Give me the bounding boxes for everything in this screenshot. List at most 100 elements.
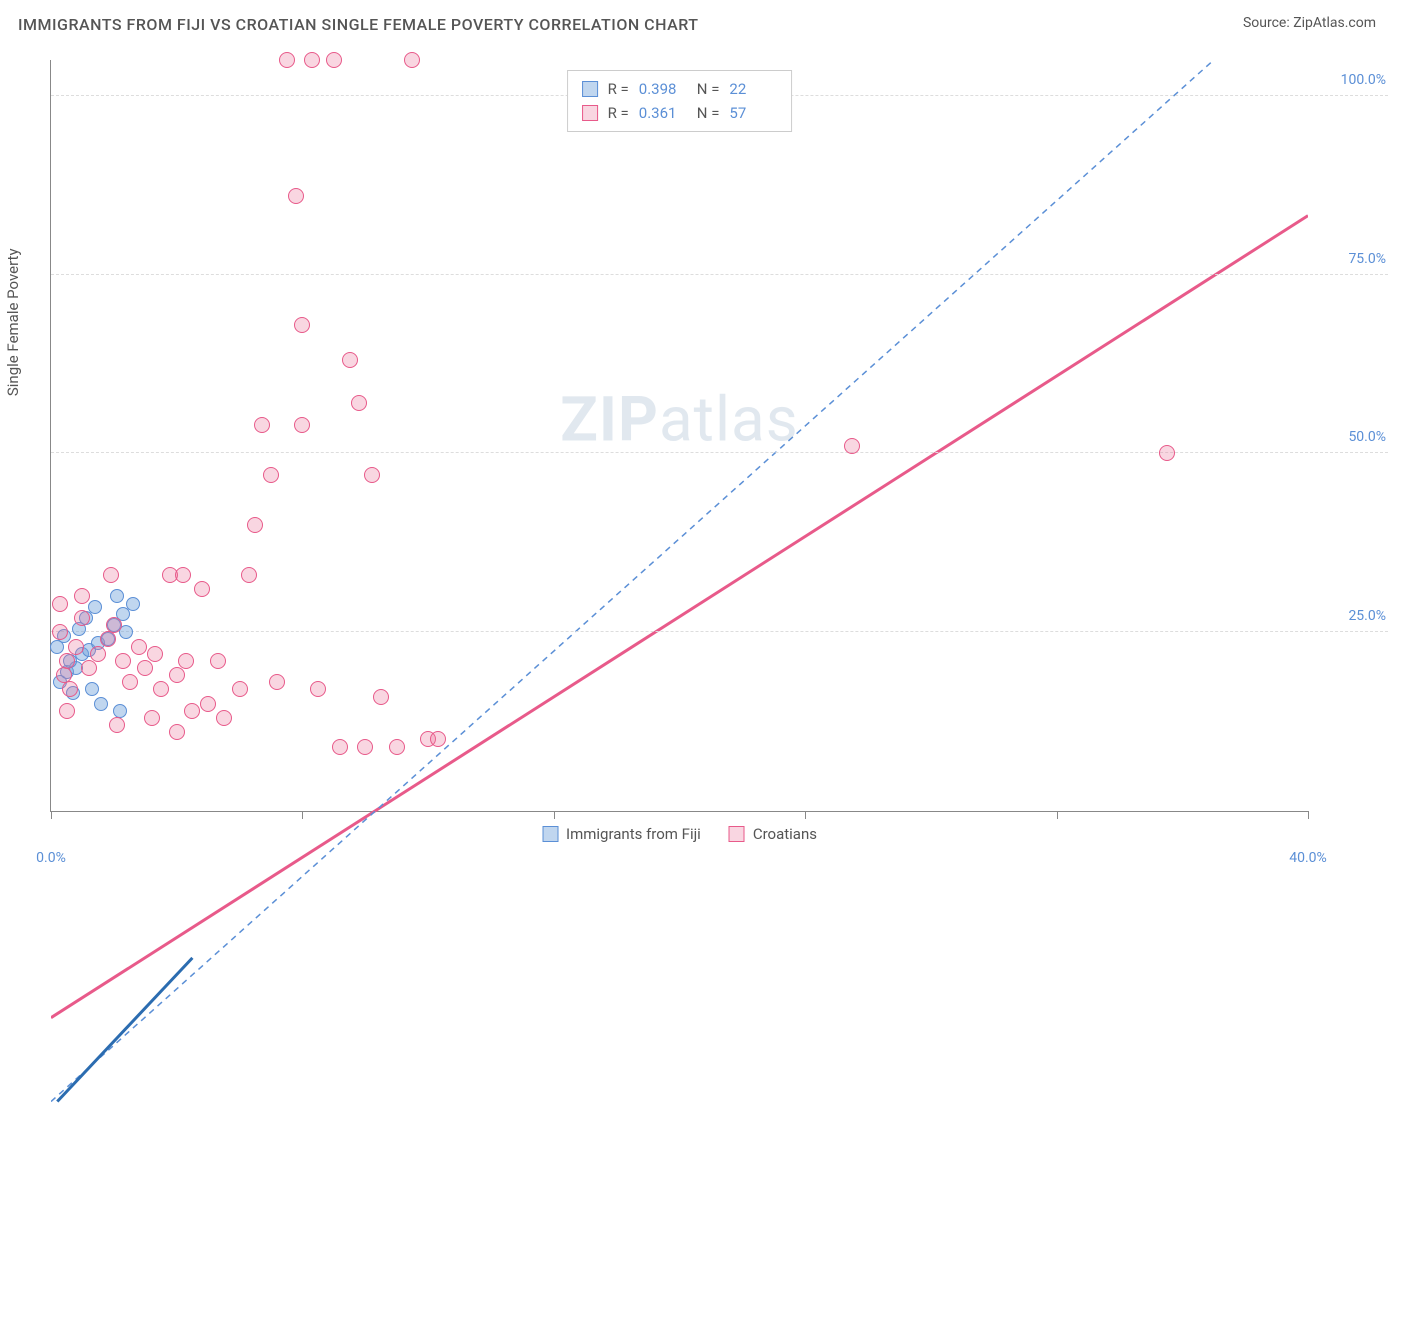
scatter-point-series-1	[122, 674, 138, 690]
legend-swatch-1	[729, 826, 745, 842]
source-name: ZipAtlas.com	[1293, 15, 1376, 31]
stats-row-series-1: R = 0.361 N = 57	[582, 101, 778, 125]
scatter-point-series-1	[194, 581, 210, 597]
scatter-point-series-1	[364, 467, 380, 483]
scatter-point-series-1	[59, 703, 75, 719]
scatter-point-series-1	[232, 681, 248, 697]
scatter-point-series-1	[304, 52, 320, 68]
scatter-point-series-1	[373, 689, 389, 705]
stat-n-value-1: 57	[729, 101, 777, 125]
scatter-point-series-1	[241, 567, 257, 583]
scatter-point-series-1	[247, 517, 263, 533]
scatter-point-series-1	[184, 703, 200, 719]
scatter-point-series-1	[310, 681, 326, 697]
gridline-h	[51, 452, 1388, 453]
bottom-legend: Immigrants from Fiji Croatians	[542, 825, 817, 843]
scatter-point-series-1	[210, 653, 226, 669]
legend-swatch-0	[542, 826, 558, 842]
scatter-point-series-1	[178, 653, 194, 669]
x-tick-label: 40.0%	[1289, 850, 1327, 866]
legend-label-0: Immigrants from Fiji	[566, 825, 701, 843]
scatter-point-series-1	[326, 52, 342, 68]
x-tick-label: 0.0%	[36, 850, 66, 866]
y-tick-label: 100.0%	[1341, 72, 1386, 88]
scatter-point-series-1	[137, 660, 153, 676]
x-tick	[51, 811, 52, 819]
correlation-stats-box: R = 0.398 N = 22 R = 0.361 N = 57	[567, 70, 793, 132]
x-tick	[1308, 811, 1309, 819]
scatter-point-series-1	[216, 710, 232, 726]
scatter-point-series-1	[147, 646, 163, 662]
scatter-point-series-0	[94, 697, 108, 711]
swatch-series-0	[582, 81, 598, 97]
scatter-point-series-1	[115, 653, 131, 669]
x-tick	[554, 811, 555, 819]
scatter-point-series-1	[62, 681, 78, 697]
scatter-point-series-1	[74, 610, 90, 626]
scatter-point-series-1	[357, 739, 373, 755]
scatter-point-series-1	[342, 352, 358, 368]
scatter-point-series-1	[430, 731, 446, 747]
scatter-point-series-1	[332, 739, 348, 755]
scatter-point-series-1	[200, 696, 216, 712]
scatter-point-series-1	[74, 588, 90, 604]
scatter-point-series-0	[110, 589, 124, 603]
scatter-point-series-1	[389, 739, 405, 755]
chart-header: IMMIGRANTS FROM FIJI VS CROATIAN SINGLE …	[0, 0, 1406, 44]
scatter-point-series-1	[52, 624, 68, 640]
stat-r-value-1: 0.361	[639, 101, 687, 125]
scatter-point-series-0	[126, 597, 140, 611]
scatter-point-series-1	[404, 52, 420, 68]
chart-title: IMMIGRANTS FROM FIJI VS CROATIAN SINGLE …	[18, 15, 699, 34]
swatch-series-1	[582, 105, 598, 121]
scatter-point-series-1	[153, 681, 169, 697]
gridline-h	[51, 631, 1388, 632]
source-attribution: Source: ZipAtlas.com	[1243, 15, 1376, 31]
stat-n-value-0: 22	[729, 77, 777, 101]
scatter-point-series-0	[113, 704, 127, 718]
legend-item-0: Immigrants from Fiji	[542, 825, 701, 843]
scatter-point-series-1	[263, 467, 279, 483]
scatter-point-series-1	[288, 188, 304, 204]
scatter-point-series-1	[169, 724, 185, 740]
scatter-point-series-1	[269, 674, 285, 690]
scatter-point-series-1	[144, 710, 160, 726]
scatter-point-series-1	[294, 417, 310, 433]
chart-container: Single Female Poverty ZIPatlas R = 0.398…	[18, 50, 1388, 872]
scatter-point-series-1	[81, 660, 97, 676]
scatter-point-series-1	[131, 639, 147, 655]
y-tick-label: 75.0%	[1348, 251, 1386, 267]
scatter-point-series-1	[52, 596, 68, 612]
scatter-point-series-1	[175, 567, 191, 583]
x-tick	[302, 811, 303, 819]
scatter-point-series-1	[1159, 445, 1175, 461]
y-axis-label: Single Female Poverty	[4, 248, 22, 396]
scatter-point-series-1	[169, 667, 185, 683]
scatter-point-series-1	[100, 631, 116, 647]
scatter-point-series-1	[106, 617, 122, 633]
scatter-point-series-1	[68, 639, 84, 655]
scatter-point-series-1	[279, 52, 295, 68]
gridline-h	[51, 274, 1388, 275]
scatter-point-series-1	[254, 417, 270, 433]
watermark: ZIPatlas	[560, 384, 799, 457]
legend-item-1: Croatians	[729, 825, 817, 843]
scatter-point-series-0	[88, 600, 102, 614]
x-tick	[1057, 811, 1058, 819]
scatter-point-series-1	[109, 717, 125, 733]
stat-r-value-0: 0.398	[639, 77, 687, 101]
watermark-rest: atlas	[659, 384, 799, 457]
y-tick-label: 25.0%	[1348, 608, 1386, 624]
stats-row-series-0: R = 0.398 N = 22	[582, 77, 778, 101]
scatter-point-series-1	[844, 438, 860, 454]
x-tick	[805, 811, 806, 819]
scatter-point-series-1	[103, 567, 119, 583]
scatter-point-series-1	[351, 395, 367, 411]
stat-n-label: N =	[697, 77, 720, 101]
scatter-point-series-0	[85, 682, 99, 696]
stat-n-label: N =	[697, 101, 720, 125]
stat-r-label: R =	[608, 101, 629, 125]
stat-r-label: R =	[608, 77, 629, 101]
plot-area: ZIPatlas R = 0.398 N = 22 R = 0.361 N = …	[50, 60, 1308, 812]
legend-label-1: Croatians	[753, 825, 817, 843]
